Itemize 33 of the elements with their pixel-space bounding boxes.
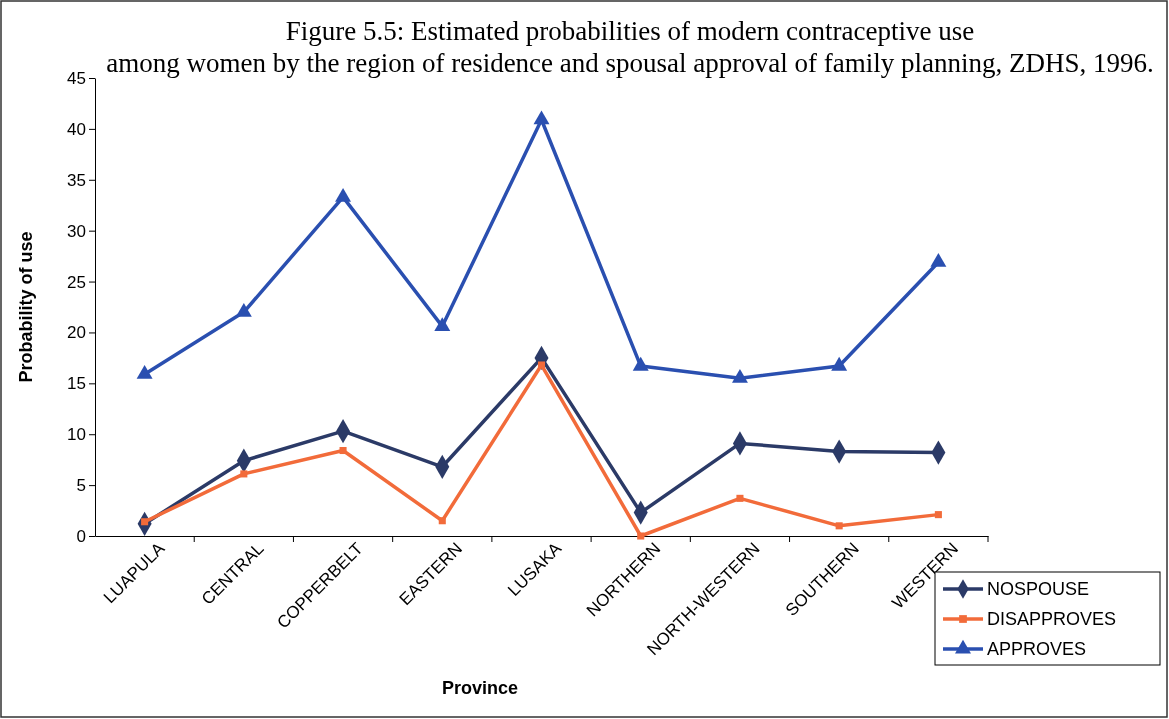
y-tick-label: 20 xyxy=(67,323,86,343)
point xyxy=(235,302,252,317)
point xyxy=(136,364,153,379)
x-axis-title: Province xyxy=(441,678,519,698)
point xyxy=(335,187,352,202)
point xyxy=(831,356,848,371)
y-tick-label: 30 xyxy=(67,221,86,241)
point xyxy=(438,517,446,525)
point xyxy=(434,317,451,331)
y-tick-label: 25 xyxy=(67,272,86,292)
point xyxy=(930,253,947,267)
chart-title: Figure 5.5: Estimated probabilities of modern contraceptive use among women by the region of residence and spousal approval of family planning, ZDHS, 1996. xyxy=(106,16,1154,78)
y-tick-label: 0 xyxy=(76,526,86,546)
y-tick-label: 35 xyxy=(67,170,86,190)
point xyxy=(533,110,550,125)
y-axis-title: Probability of use xyxy=(16,231,36,383)
point xyxy=(731,369,748,383)
point xyxy=(934,511,942,519)
point xyxy=(537,361,546,369)
point xyxy=(736,494,744,502)
legend-label: APPROVES xyxy=(987,639,1087,659)
point xyxy=(339,446,347,455)
point xyxy=(240,470,248,478)
y-tick-label: 10 xyxy=(67,425,86,445)
y-tick-label: 5 xyxy=(76,476,86,496)
legend-label: NOSPOUSE xyxy=(987,579,1090,599)
y-tick-label: 45 xyxy=(67,68,86,88)
point xyxy=(632,356,649,371)
legend-label: DISAPPROVES xyxy=(987,609,1117,629)
point xyxy=(637,532,645,540)
y-tick-label: 15 xyxy=(67,374,86,394)
point xyxy=(835,522,843,530)
y-tick-label: 40 xyxy=(67,119,86,139)
